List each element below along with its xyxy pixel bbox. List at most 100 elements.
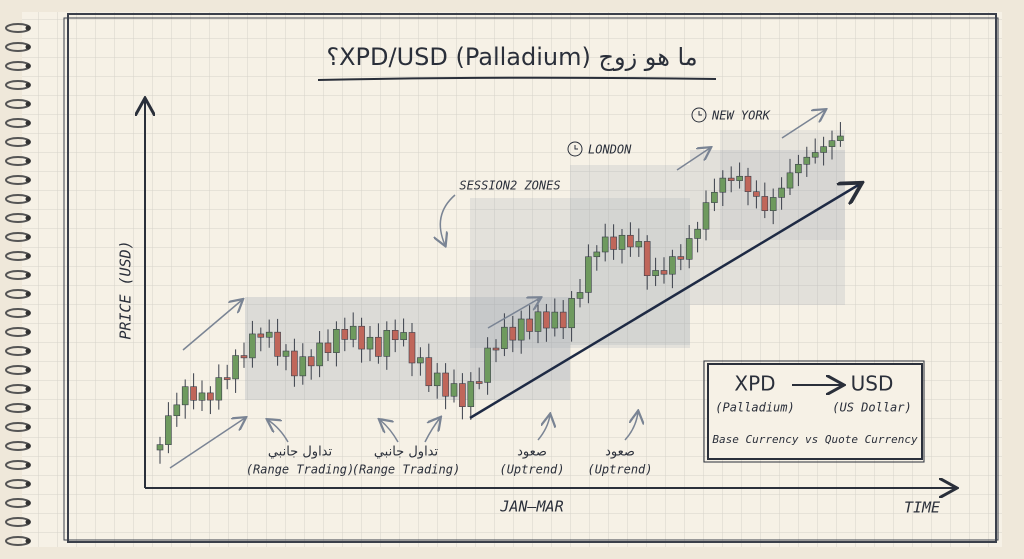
candle-body	[627, 234, 634, 248]
candle-body	[828, 140, 836, 147]
quote-name: (US Dollar)	[832, 401, 911, 415]
candle-body	[165, 415, 172, 445]
candle-body	[559, 311, 567, 329]
annotation-arabic: صعود	[605, 445, 635, 460]
candle-body	[265, 331, 273, 338]
candle-body	[837, 135, 844, 141]
candle-body	[492, 347, 500, 351]
candle-body	[417, 357, 424, 364]
ring-hole	[25, 272, 31, 278]
candle-body	[316, 342, 323, 367]
ring-hole	[25, 120, 31, 126]
candle-body	[702, 202, 710, 230]
ring-hole	[25, 101, 31, 107]
quote-currency: USD	[851, 372, 894, 396]
zones-label: SESSION2 ZONES	[459, 179, 560, 193]
clock-hand	[698, 111, 702, 116]
candle-body	[459, 383, 466, 407]
candle-body	[509, 326, 517, 341]
candle-body	[198, 392, 206, 401]
candle-body	[744, 175, 752, 192]
ring-hole	[25, 367, 31, 373]
candle-body	[207, 392, 214, 401]
candle-body	[358, 325, 365, 350]
ring-hole	[25, 158, 31, 164]
legend-caption: Base Currency vs Quote Currency	[712, 433, 918, 446]
ring-hole	[25, 405, 31, 411]
annotation-english: (Range Trading)	[246, 463, 354, 477]
ring-hole	[25, 82, 31, 88]
clock-icon	[691, 107, 707, 123]
candle-body	[333, 329, 340, 353]
arrow	[781, 110, 825, 139]
candle-body	[341, 329, 349, 340]
arrow	[268, 420, 289, 443]
candle-body	[660, 270, 668, 275]
candle-body	[349, 325, 357, 340]
candle-body	[408, 332, 416, 364]
candle-body	[543, 311, 550, 329]
ring-hole	[25, 538, 31, 544]
candle-body	[475, 381, 483, 384]
candle-body	[551, 311, 559, 329]
title: ما هو زوج XPD/USD (Palladium)؟	[326, 43, 697, 71]
candle-body	[795, 163, 802, 174]
ring-hole	[25, 443, 31, 449]
ring-hole	[25, 25, 31, 31]
candle-body	[391, 330, 399, 341]
frame	[67, 13, 997, 543]
candle-body	[786, 172, 794, 189]
candle-body	[736, 175, 743, 181]
ring-hole	[25, 253, 31, 259]
candle-body	[618, 234, 626, 250]
new-york-label: NEW YORK	[711, 109, 771, 123]
candle-body	[568, 298, 575, 329]
candle-body	[694, 228, 701, 239]
candle-body	[803, 156, 811, 165]
arrow	[424, 418, 440, 443]
hint-arrows	[169, 110, 825, 469]
ring-hole	[25, 500, 31, 506]
annotation-english: (Uptrend)	[587, 463, 652, 477]
candle-body	[291, 350, 298, 377]
candle-body	[173, 404, 181, 417]
ring-hole	[25, 234, 31, 240]
arrow	[624, 412, 638, 441]
candle-body	[467, 381, 475, 407]
candle-body	[719, 177, 727, 193]
binding	[5, 23, 31, 546]
arrow	[487, 298, 540, 329]
title-underline	[317, 76, 717, 81]
range-zone	[245, 297, 570, 400]
legend-frame	[703, 360, 925, 463]
candle-body	[652, 270, 659, 276]
ring-hole	[25, 348, 31, 354]
candle-body	[711, 191, 718, 203]
frame	[63, 17, 999, 541]
ring-hole	[25, 63, 31, 69]
candle-body	[585, 256, 592, 293]
candle-body	[282, 350, 290, 357]
trendline	[469, 184, 860, 420]
candle-body	[534, 311, 542, 332]
base-name: (Palladium)	[715, 401, 794, 415]
zones	[245, 130, 845, 400]
candle-body	[450, 383, 458, 397]
ring-hole	[25, 177, 31, 183]
london-label: LONDON	[588, 143, 632, 157]
candle-body	[375, 336, 382, 357]
base-currency: XPD	[734, 372, 775, 396]
annotation-arabic: صعود	[517, 445, 547, 460]
ring-hole	[25, 481, 31, 487]
candle-body	[610, 236, 617, 250]
candle-body	[484, 347, 491, 383]
candle-body	[685, 238, 693, 260]
candles	[156, 122, 844, 464]
y-axis-label: PRICE (USD)	[117, 240, 135, 339]
candle-body	[400, 332, 407, 341]
candle-body	[299, 356, 307, 377]
candle-body	[383, 330, 391, 357]
x-axis-end-label: TIME	[904, 499, 940, 517]
candle-body	[257, 333, 265, 338]
